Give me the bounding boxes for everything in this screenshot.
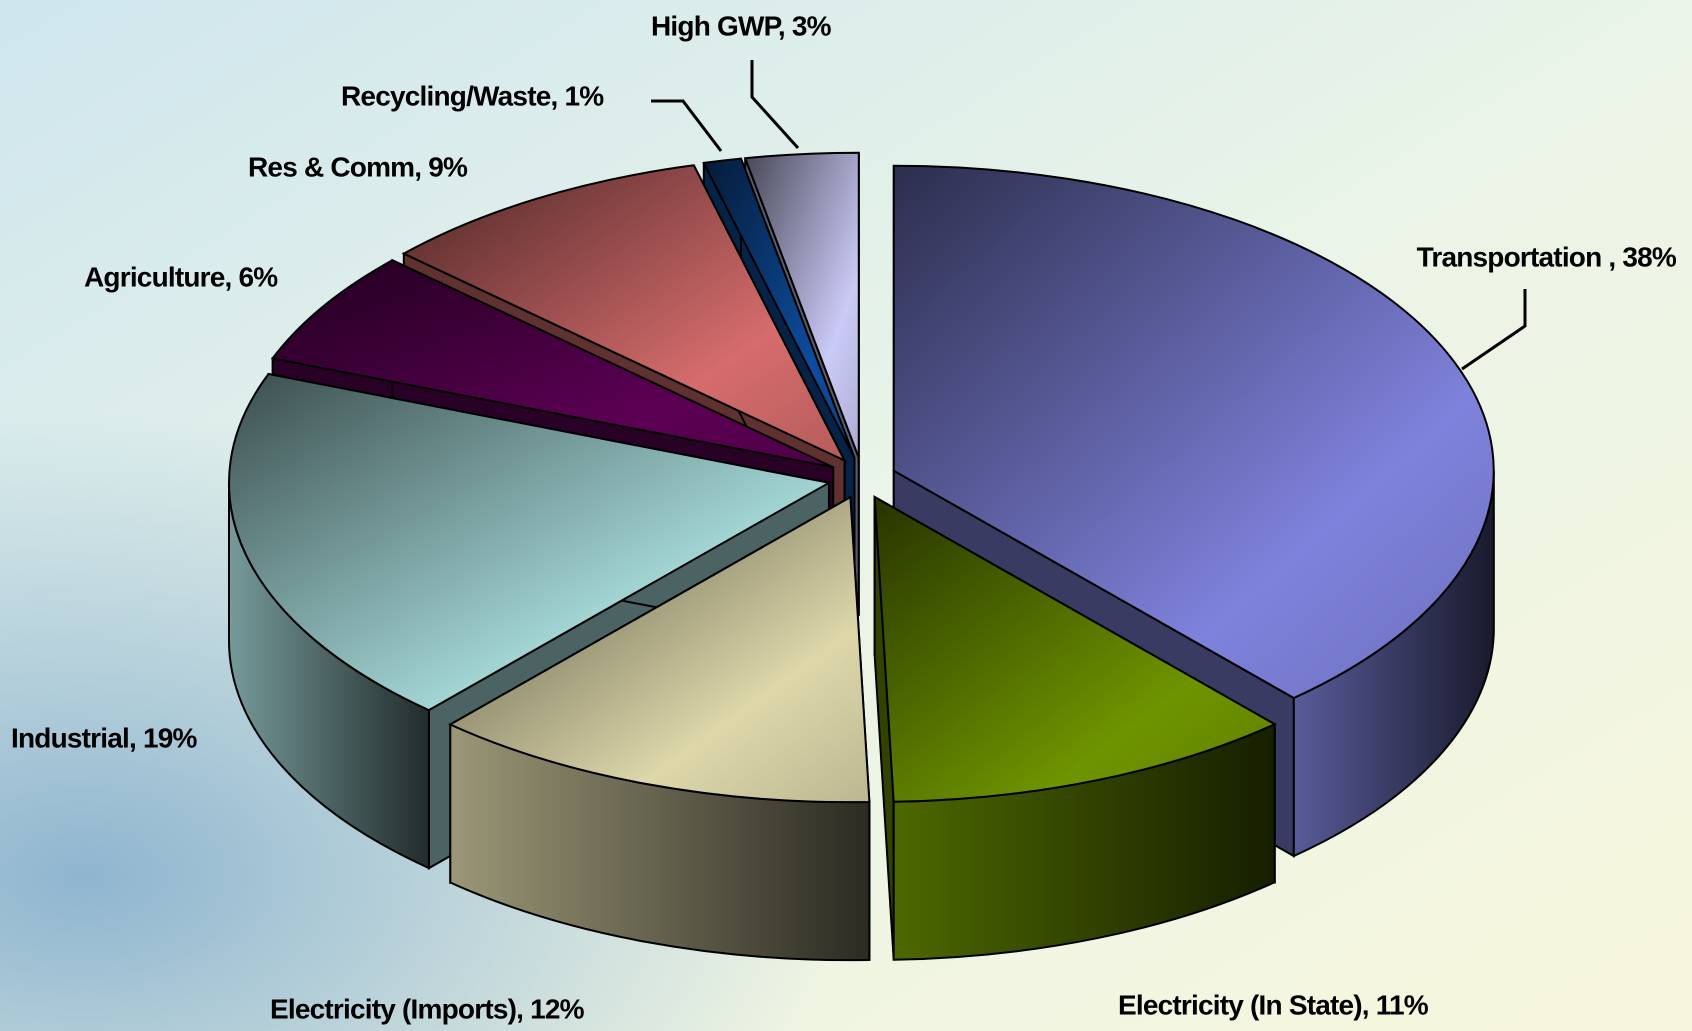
slice (228, 372, 832, 712)
data-label: Agriculture, 6% (84, 261, 278, 292)
leader-line (651, 99, 723, 152)
slice (873, 495, 1277, 803)
data-label: Industrial, 19% (11, 722, 198, 753)
data-label: Electricity (Imports), 12% (270, 993, 585, 1024)
data-label: Transportation , 38% (1417, 241, 1677, 272)
leader-line (750, 60, 800, 150)
pie (228, 151, 1495, 962)
data-label: Recycling/Waste, 1% (341, 80, 604, 111)
data-label: Res & Comm, 9% (248, 151, 468, 182)
slice (401, 164, 847, 463)
slice (743, 151, 860, 459)
leader-line (1461, 289, 1527, 371)
slice (448, 495, 871, 804)
data-label: Electricity (In State), 11% (1118, 989, 1429, 1020)
labels: Transportation , 38% Electricity (In Stat… (11, 10, 1678, 1024)
slice (270, 259, 834, 469)
slice (892, 164, 1495, 700)
slice (702, 157, 856, 459)
data-label: High GWP, 3% (651, 10, 832, 41)
